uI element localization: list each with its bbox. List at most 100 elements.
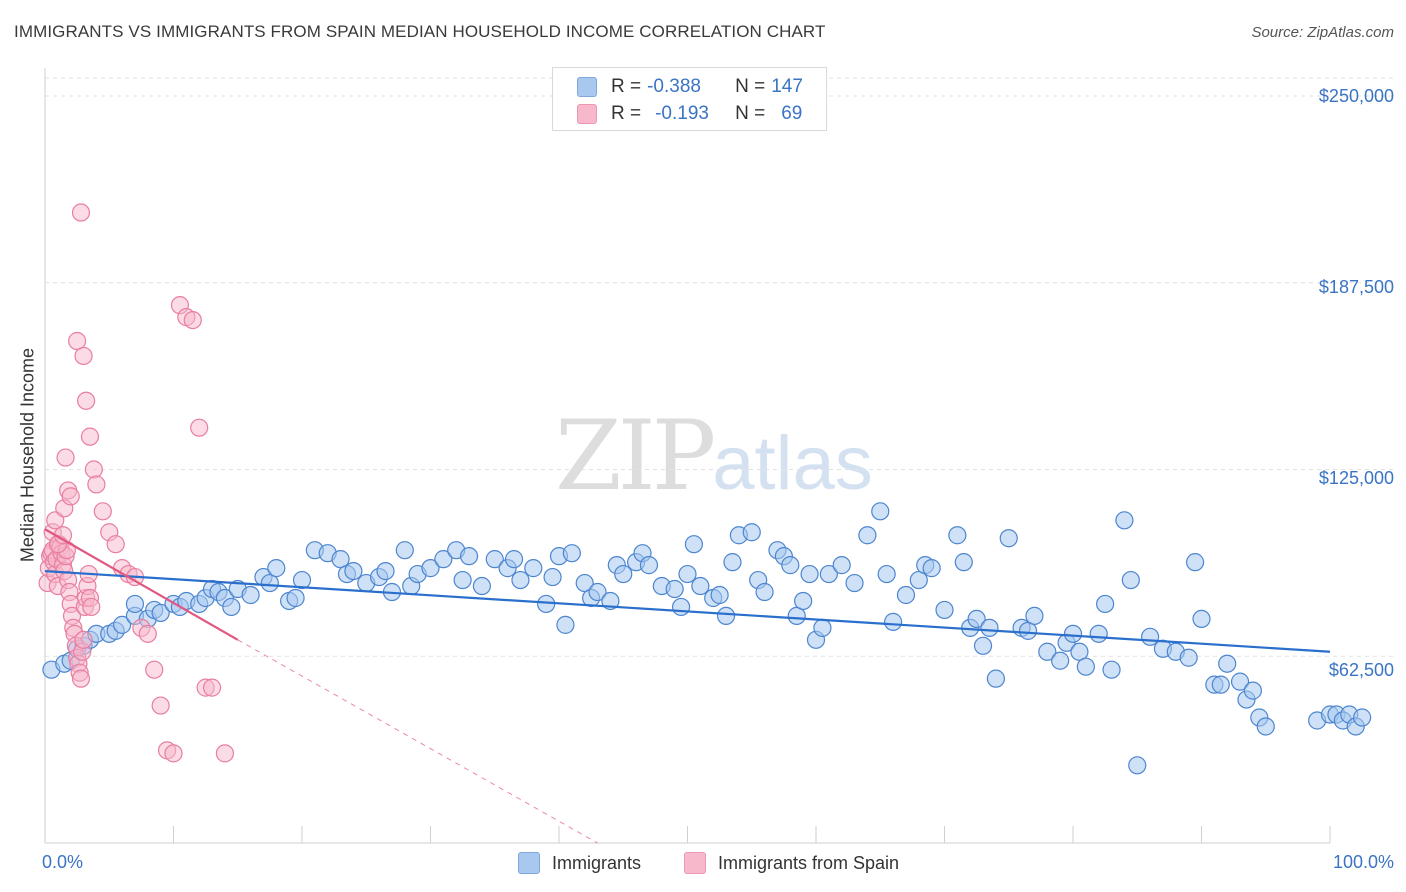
legend-n-label: N = [735,76,766,97]
bottom-legend-immigrants: Immigrants [518,852,641,874]
immigrants-point [813,618,832,637]
chart-title: IMMIGRANTS VS IMMIGRANTS FROM SPAIN MEDI… [14,22,826,41]
immigrants-point [800,564,819,584]
immigrants-trend-line [44,569,1331,653]
immigrants-point [639,556,659,575]
immigrants-point [678,564,697,584]
legend-r-value: -0.193 [655,103,709,124]
immigrants-point [485,550,504,569]
spain-trend-line [44,528,239,641]
legend-r-label: R = [611,76,642,97]
spain-point [71,669,91,688]
immigrants-point [504,550,524,569]
immigrants-point [710,585,729,605]
immigrants-point [395,541,414,560]
immigrants-point [511,570,530,590]
immigrants-point [755,582,774,602]
immigrants-point [1089,624,1108,643]
immigrants-point [1353,708,1372,727]
spain-point [82,597,101,617]
immigrants-point [1063,624,1083,643]
immigrants-point [151,603,170,623]
legend-r-value: -0.388 [647,76,701,97]
legend-row-immigrants: R = -0.388 N = 147 [577,74,803,100]
immigrants-point [1038,642,1057,661]
immigrants-point [614,564,633,584]
x-tick-label: 100.0% [1332,852,1394,872]
immigrants-point [819,564,838,584]
spain-point [61,487,80,506]
spain-point [190,418,209,437]
spain-point [74,346,93,366]
immigrants-point [1192,609,1211,629]
immigrants-point [472,576,491,596]
immigrants-point [1076,657,1095,676]
immigrants-point [1230,672,1250,691]
immigrants-point [684,535,704,554]
immigrants-point [556,615,575,634]
immigrants-point [1140,627,1160,646]
bottom-legend-label: Immigrants [552,852,642,873]
spain-point [138,624,157,643]
legend-n-value: 69 [781,103,803,124]
spain-point [56,448,75,467]
immigrants-point [1121,570,1140,590]
immigrants-point [1256,717,1275,736]
immigrants-point [1179,648,1198,667]
immigrants-point [125,594,145,614]
immigrants-point [973,636,993,655]
chart-source: Source: ZipAtlas.com [1251,24,1394,41]
immigrants-point [1211,675,1230,694]
immigrants-point [794,591,813,611]
spain-point [77,391,96,410]
correlation-legend: R = -0.388 N = 147 R = -0.193 N = 69 [552,67,827,131]
immigrants-point [1218,654,1237,673]
immigrants-point [999,529,1018,548]
legend-swatch-blue [577,77,597,97]
immigrants-point [524,559,543,578]
immigrants-point [883,612,903,631]
y-tick-label: $187,500 [1318,277,1394,297]
immigrants-point [877,564,896,584]
immigrants-point [588,582,607,602]
immigrants-point [562,544,581,563]
immigrants-point [1102,660,1121,679]
immigrants-point [344,561,363,581]
immigrants-point [845,573,864,593]
immigrants-point [286,588,305,608]
immigrants-point [1051,651,1070,670]
immigrants-point [292,570,312,590]
immigrants-point [1243,681,1263,700]
legend-row-spain: R = -0.193 N = 69 [577,101,802,127]
spain-point [215,744,234,763]
spain-trend-extension [237,639,598,844]
y-tick-label: $62,500 [1328,660,1394,680]
spain-point [151,696,170,715]
spain-point [145,660,164,679]
immigrants-point [896,585,916,605]
x-tick-label: 0.0% [42,852,84,872]
legend-swatch-pink [577,104,597,124]
immigrants-point [954,553,973,572]
immigrants-point [832,556,851,575]
spain-point [84,460,103,479]
immigrants-point [1096,594,1115,614]
immigrants-point [267,559,286,578]
spain-point [164,744,183,763]
immigrants-point [1115,511,1134,530]
immigrants-point [241,585,260,605]
bottom-legend-spain: Immigrants from Spain [684,852,899,874]
bottom-legend-swatch-pink [684,852,706,874]
immigrants-point [986,669,1006,688]
immigrants-point [967,609,986,629]
immigrants-point [922,559,941,578]
immigrants-point [871,502,890,521]
spain-point [93,502,112,521]
immigrants-point [459,547,479,566]
legend-n-label: N = [735,103,766,124]
y-tick-label: $125,000 [1318,468,1394,488]
bottom-legend-label: Immigrants from Spain [718,852,900,873]
spain-point [74,630,93,649]
immigrants-point [980,618,999,637]
